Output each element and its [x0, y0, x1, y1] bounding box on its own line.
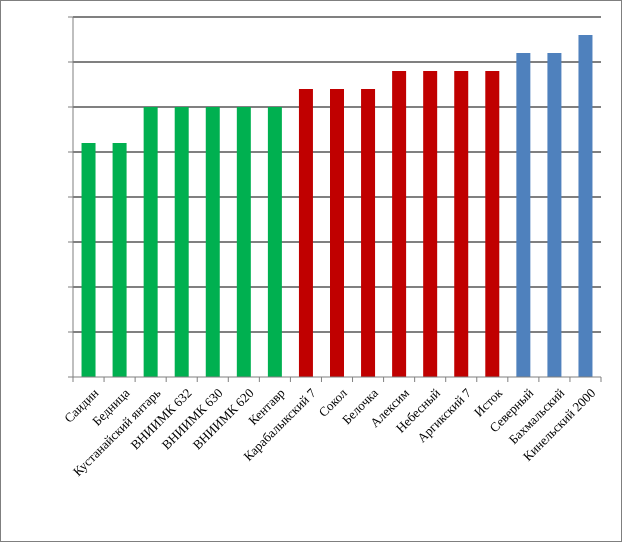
bar-17 — [578, 35, 593, 377]
bar-7 — [267, 107, 282, 377]
bar-10 — [361, 89, 376, 377]
bar-8 — [298, 89, 313, 377]
bar-1 — [81, 143, 96, 377]
bar-13 — [454, 71, 469, 377]
bar-11 — [392, 71, 407, 377]
bar-2 — [112, 143, 127, 377]
bar-15 — [516, 53, 531, 377]
bar-14 — [485, 71, 500, 377]
bar-4 — [174, 107, 189, 377]
bar-16 — [547, 53, 562, 377]
axes — [68, 16, 602, 382]
bar-12 — [423, 71, 438, 377]
bar-5 — [205, 107, 220, 377]
bar-9 — [330, 89, 344, 377]
bars — [81, 35, 593, 377]
bar-3 — [143, 107, 158, 377]
bar-6 — [236, 107, 251, 377]
